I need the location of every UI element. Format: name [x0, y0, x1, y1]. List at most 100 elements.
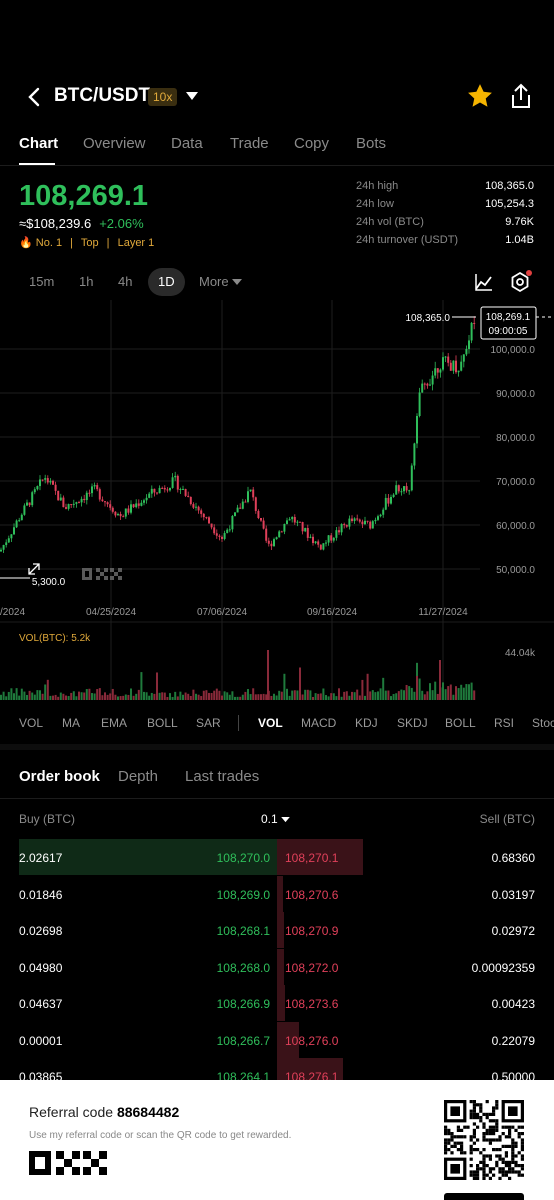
candle-body — [161, 487, 164, 489]
indicator-ma[interactable]: MA — [62, 716, 80, 730]
tab-bots[interactable]: Bots — [356, 135, 387, 152]
candle-body — [78, 502, 80, 504]
candle-body — [122, 516, 125, 518]
candle-body — [169, 487, 171, 491]
orderbook-row[interactable]: 0.04980 108,268.0 108,272.0 0.00092359 — [0, 948, 554, 985]
orderbook-row[interactable]: 2.02617 108,270.0 108,270.1 0.68360 — [0, 839, 554, 875]
timeframe-1h[interactable]: 1h — [79, 274, 94, 289]
qr-module — [488, 1176, 492, 1180]
candle-body — [304, 528, 307, 532]
qr-module — [485, 1128, 489, 1132]
qr-module — [514, 1144, 518, 1148]
volume-bar — [382, 677, 385, 700]
indicator-boll[interactable]: BOLL — [147, 716, 178, 730]
timeframe-4h[interactable]: 4h — [118, 274, 133, 289]
indicator-vol[interactable]: VOL — [19, 716, 44, 730]
sub-indicator-rsi[interactable]: RSI — [494, 716, 515, 730]
timeframe-more[interactable]: More — [199, 268, 243, 296]
tab-last-trades[interactable]: Last trades — [185, 768, 260, 785]
chevron-down-icon[interactable] — [186, 92, 198, 101]
qr-module — [447, 1141, 451, 1145]
candle-body — [54, 484, 57, 491]
tab-trade[interactable]: Trade — [230, 135, 269, 152]
timeframe-1d[interactable]: 1D — [148, 268, 185, 296]
orderbook-row[interactable]: 0.02698 108,268.1 108,270.9 0.02972 — [0, 912, 554, 948]
expand-icon[interactable] — [28, 563, 40, 575]
back-icon[interactable] — [22, 84, 48, 110]
price-chart[interactable]: 100,000.0 90,000.0 80,000.0 70,000.0 60,… — [0, 300, 554, 720]
indicator-sar[interactable]: SAR — [196, 716, 221, 730]
volume-bar — [340, 696, 343, 700]
qr-module — [485, 1112, 489, 1116]
sub-indicator-macd[interactable]: MACD — [301, 716, 337, 730]
tab-overview[interactable]: Overview — [83, 135, 146, 152]
qr-module — [520, 1173, 524, 1177]
qr-finder — [450, 1164, 460, 1174]
qr-module — [495, 1138, 499, 1142]
pair-title[interactable]: BTC/USDT — [54, 85, 151, 106]
qr-module — [492, 1173, 496, 1177]
share-icon[interactable] — [508, 82, 534, 110]
timeframe-15m[interactable]: 15m — [29, 274, 55, 289]
rank-tag[interactable]: No. 1 — [35, 237, 63, 249]
volume-bar — [169, 693, 171, 700]
indicator-ema[interactable]: EMA — [101, 716, 128, 730]
qr-module — [498, 1135, 502, 1139]
sub-indicator-boll[interactable]: BOLL — [445, 716, 476, 730]
favorite-star-icon[interactable] — [466, 82, 494, 110]
buy-qty: 2.02617 — [19, 851, 63, 865]
qr-module — [495, 1106, 499, 1110]
chart-grid — [0, 348, 480, 570]
tab-data[interactable]: Data — [171, 135, 203, 152]
settings-icon[interactable] — [508, 270, 532, 294]
qr-module — [488, 1154, 492, 1158]
volume-bar — [457, 688, 460, 700]
volume-bar — [195, 693, 197, 700]
tab-order-book[interactable]: Order book — [19, 768, 100, 785]
orderbook-row[interactable]: 0.01846 108,269.0 108,270.6 0.03197 — [0, 875, 554, 912]
high-label: 108,365.0 — [406, 313, 451, 324]
candle-body — [254, 497, 257, 511]
qr-module — [508, 1132, 512, 1136]
candle-body — [275, 537, 278, 540]
bid-price: 108,269.0 — [216, 887, 270, 902]
indicator-divider — [238, 715, 239, 731]
candle-body — [111, 507, 114, 512]
volume-bar — [85, 689, 88, 700]
candle-body — [98, 489, 101, 500]
candle-body — [132, 504, 135, 508]
volume-bar — [343, 691, 346, 700]
orderbook-row[interactable]: 0.00001 108,266.7 108,276.0 0.22079 — [0, 1021, 554, 1058]
candle-body — [369, 521, 372, 529]
sub-indicator-stoch[interactable]: Stoc — [532, 716, 554, 730]
orderbook-row[interactable]: 0.04637 108,266.9 108,273.6 0.00423 — [0, 985, 554, 1021]
indicator-chart-icon[interactable] — [474, 272, 494, 292]
candle-body — [171, 477, 174, 488]
volume-bar — [470, 682, 473, 700]
candle-body — [249, 489, 252, 492]
qr-code-icon[interactable] — [444, 1100, 524, 1180]
volume-bar — [98, 688, 101, 700]
stat-row: 24h vol (BTC) 9.76K — [356, 216, 534, 228]
volume-bar — [215, 688, 218, 700]
qr-module — [504, 1144, 508, 1148]
candle-body — [140, 502, 143, 506]
candle-body — [241, 501, 244, 509]
top-tag[interactable]: Top — [80, 237, 99, 249]
volume-bar — [390, 696, 392, 700]
referral-code[interactable]: 88684482 — [116, 1104, 180, 1120]
layer-tag[interactable]: Layer 1 — [117, 237, 155, 249]
volume-bar — [473, 690, 476, 700]
volume-bar — [356, 689, 359, 700]
tab-chart[interactable]: Chart — [19, 135, 59, 152]
sub-indicator-kdj[interactable]: KDJ — [355, 716, 378, 730]
sub-indicator-skdj[interactable]: SKDJ — [397, 716, 428, 730]
volume-bar — [114, 694, 117, 700]
qr-module — [488, 1125, 492, 1129]
candle-body — [395, 485, 398, 495]
sub-indicator-vol[interactable]: VOL — [258, 716, 283, 730]
tab-depth[interactable]: Depth — [118, 768, 159, 785]
tab-copy[interactable]: Copy — [294, 135, 330, 152]
step-selector[interactable]: 0.1 — [261, 812, 290, 826]
volume-bar — [345, 691, 348, 700]
